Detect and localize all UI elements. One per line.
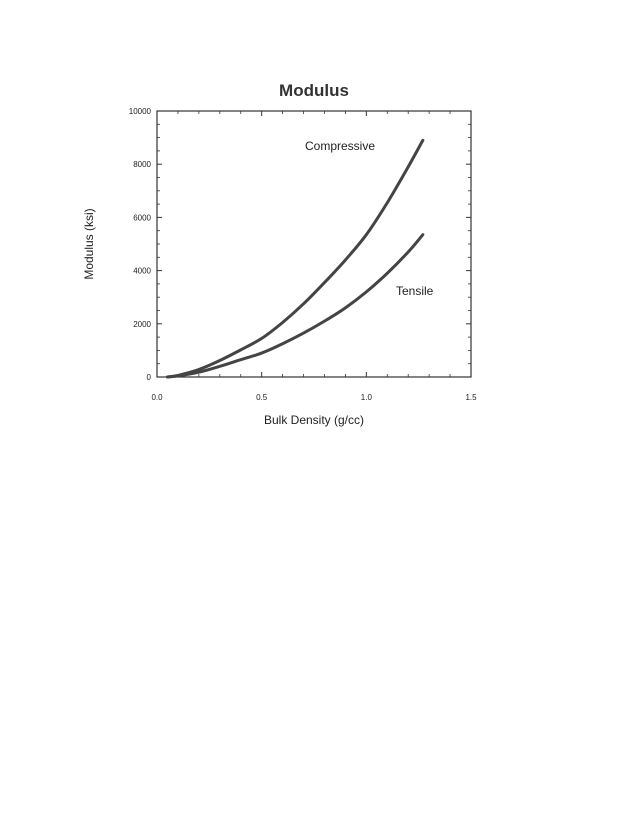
y-axis-ticks: 0 2000 4000 6000 8000 10000 bbox=[129, 107, 471, 382]
y-axis-label: Modulus (ksi) bbox=[82, 208, 96, 279]
series-label-tensile: Tensile bbox=[396, 284, 434, 298]
chart-title: Modulus bbox=[279, 81, 349, 100]
series-label-compressive: Compressive bbox=[305, 139, 375, 153]
series-line-tensile bbox=[165, 233, 425, 379]
x-tick-label: 0.0 bbox=[151, 393, 163, 402]
y-tick-label: 2000 bbox=[133, 320, 151, 329]
y-tick-label: 6000 bbox=[133, 213, 151, 222]
y-tick-label: 0 bbox=[147, 373, 152, 382]
y-tick-label: 10000 bbox=[129, 107, 152, 116]
x-axis-label: Bulk Density (g/cc) bbox=[264, 413, 364, 427]
x-tick-label: 1.0 bbox=[361, 393, 373, 402]
series-layer bbox=[165, 138, 425, 379]
series-line-compressive bbox=[165, 138, 425, 379]
y-tick-label: 8000 bbox=[133, 160, 151, 169]
x-tick-label: 0.5 bbox=[256, 393, 268, 402]
x-tick-label: 1.5 bbox=[465, 393, 477, 402]
x-axis-ticks: 0.0 0.5 1.0 1.5 bbox=[151, 111, 477, 402]
y-tick-label: 4000 bbox=[133, 267, 151, 276]
